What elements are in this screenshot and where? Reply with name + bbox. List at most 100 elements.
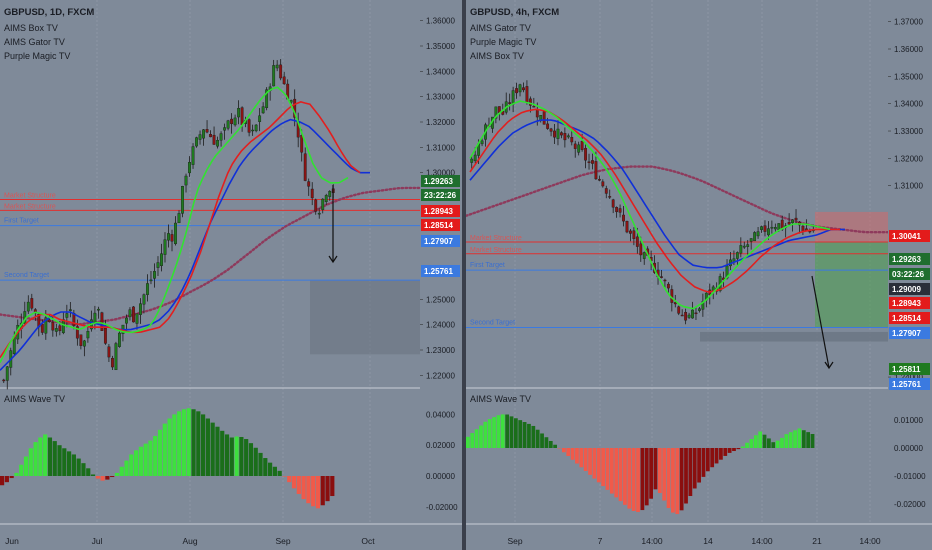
left-candle-body — [30, 298, 34, 309]
right-price-tag — [889, 363, 930, 375]
left-candle-body — [219, 133, 223, 141]
left-wave-bar — [90, 474, 96, 476]
right-price-tag-label: 1.25811 — [892, 365, 921, 374]
left-gator-red-line — [0, 101, 361, 359]
right-candle-body — [753, 232, 757, 242]
right-wave-bar — [518, 420, 523, 448]
right-candle-body — [767, 228, 770, 236]
right-wave-bar — [740, 446, 745, 448]
right-candle-body — [494, 106, 498, 119]
left-candle-body — [303, 153, 307, 181]
right-price-tag-label: 1.28514 — [892, 314, 921, 323]
left-price-tick-label: 1.33000 — [426, 93, 455, 102]
right-time-tick-label: Sep — [507, 536, 522, 546]
left-wave-bar — [86, 468, 91, 476]
right-wave-bar — [727, 448, 732, 453]
left-candle-body — [202, 129, 205, 139]
right-candle-body — [604, 188, 608, 194]
right-wave-bar — [801, 430, 806, 448]
left-candle-body — [177, 213, 181, 224]
left-candle-body — [40, 323, 44, 333]
right-arrow-head — [824, 361, 834, 370]
left-price-axis[interactable] — [420, 0, 462, 524]
right-candle-body — [677, 306, 681, 314]
left-wave-bar — [320, 476, 325, 506]
left-wave-bar — [38, 437, 43, 476]
right-wave-bar — [745, 442, 749, 448]
right-price-tag-label: 1.25761 — [892, 380, 921, 389]
left-candle-body — [247, 119, 251, 133]
right-price-tag — [889, 283, 930, 295]
left-wave-bar — [157, 429, 163, 476]
right-wave-bar — [705, 448, 710, 472]
left-candle-body — [184, 175, 188, 186]
right-candle-body — [525, 86, 529, 103]
left-price-tag — [421, 175, 460, 187]
right-wave-bar — [623, 448, 627, 505]
left-wave-bar — [23, 456, 29, 476]
right-wave-bar — [762, 434, 767, 448]
left-wave-bar — [114, 472, 120, 476]
left-wave-bar — [239, 436, 244, 476]
right-price-tag — [889, 378, 930, 390]
right-candle-body — [625, 221, 629, 233]
left-symbol-header: GBPUSD, 1D, FXCM — [4, 7, 94, 18]
left-wave-bar — [201, 414, 206, 476]
left-price-tick-label: 1.31000 — [426, 143, 455, 152]
left-candle-body — [191, 146, 195, 165]
left-price-tick-label: 1.36000 — [426, 17, 455, 26]
right-candle-body — [587, 161, 591, 163]
left-wave-label: AIMS Wave TV — [4, 394, 65, 404]
right-time-tick-label: 14:00 — [859, 536, 881, 546]
left-wave-bar — [71, 454, 76, 476]
left-wave-bar — [95, 476, 100, 479]
right-candle-body — [684, 311, 688, 321]
right-gator-green-line — [469, 100, 831, 310]
left-wave-bar — [76, 458, 81, 476]
left-candle-body — [54, 328, 58, 332]
left-wave-bar — [315, 476, 321, 509]
left-time-axis[interactable] — [0, 524, 462, 550]
left-wave-bar — [134, 450, 139, 476]
left-candle-body — [324, 195, 328, 202]
right-candle-body — [515, 88, 518, 94]
right-wave-bar — [753, 435, 758, 448]
right-wave-bar — [557, 448, 562, 449]
right-wave-label: AIMS Wave TV — [470, 394, 531, 404]
right-wave-bar — [496, 415, 501, 448]
right-candle-body — [749, 238, 753, 242]
right-time-tick-label: 14:00 — [641, 536, 663, 546]
left-wave-bar — [210, 422, 215, 476]
right-time-tick-label: 14 — [703, 536, 713, 546]
right-candle-body — [787, 221, 791, 225]
left-candle-body — [174, 222, 177, 245]
right-gator-blue-line — [469, 119, 845, 269]
left-wave-bar — [28, 448, 33, 476]
right-wave-bar — [810, 434, 815, 448]
right-price-tick-label: 1.37000 — [894, 18, 923, 27]
right-candle-body — [542, 111, 546, 125]
left-candle-body — [68, 309, 72, 311]
right-wave-bar — [793, 430, 797, 448]
right-wave-bar — [492, 417, 496, 448]
left-resistance-label: Market Structure — [4, 193, 56, 200]
left-wave-bar — [248, 443, 254, 476]
left-wave-bar — [47, 437, 53, 476]
left-indicator-legend: AIMS Box TV — [4, 23, 58, 33]
right-wave-bar — [583, 448, 588, 472]
right-wave-bar — [614, 448, 619, 498]
left-candle-body — [160, 253, 163, 266]
right-wave-bar — [758, 431, 763, 448]
right-time-tick-label: 7 — [598, 536, 603, 546]
left-price-tag — [421, 219, 460, 231]
left-candle-body — [230, 118, 234, 125]
right-down-arrow — [811, 275, 830, 369]
right-wave-bar — [522, 422, 527, 448]
right-time-axis[interactable] — [466, 524, 932, 550]
left-candle-body — [195, 137, 198, 147]
left-price-tick-label: 1.30000 — [426, 169, 455, 178]
right-price-tick-label: 1.32000 — [894, 154, 923, 163]
right-wave-bar — [710, 448, 715, 468]
